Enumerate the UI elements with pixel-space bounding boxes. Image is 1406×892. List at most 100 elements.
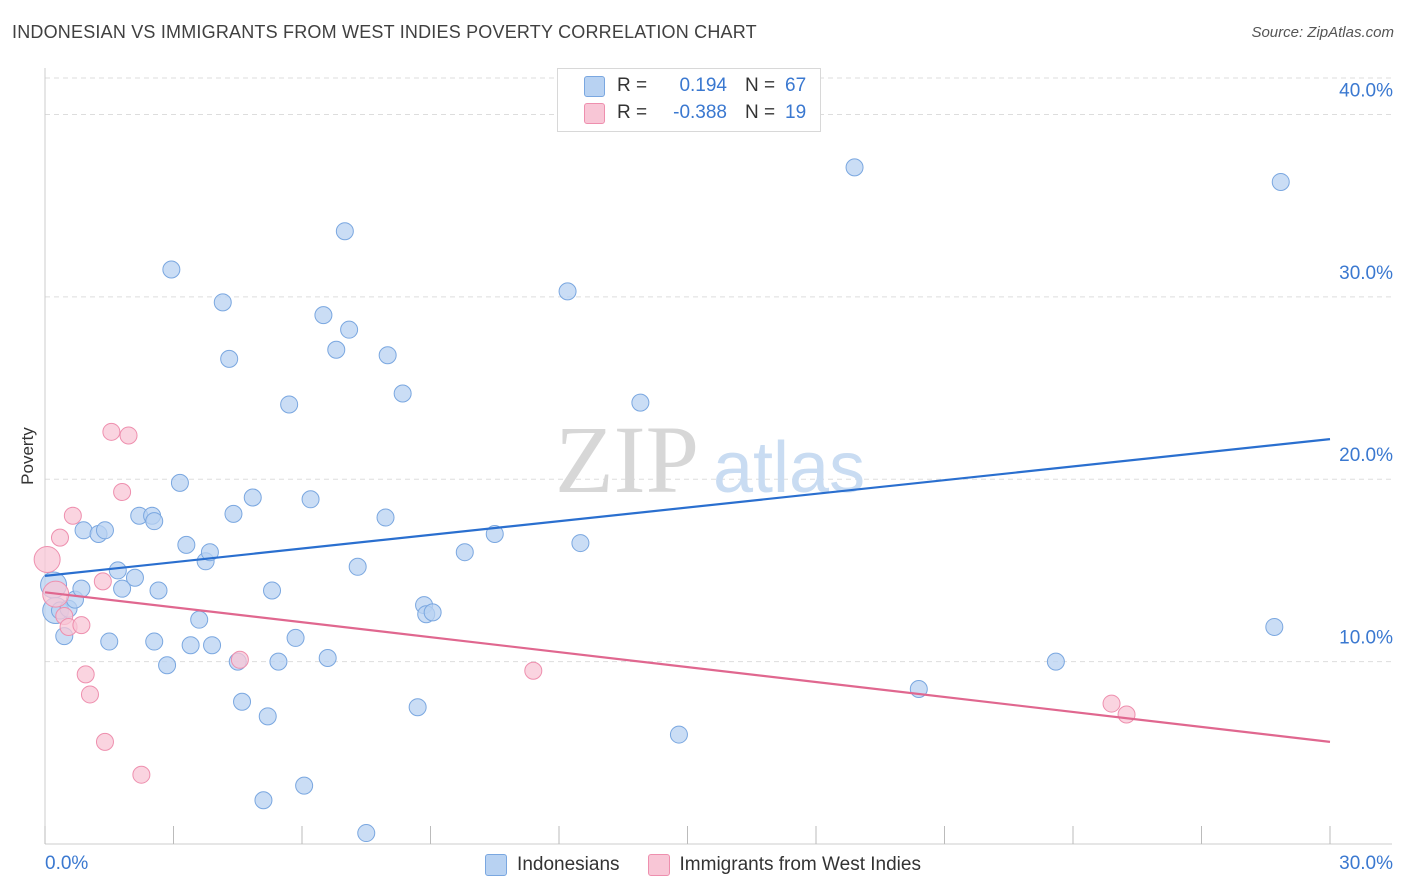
indonesian-point bbox=[263, 581, 282, 600]
indonesian-point bbox=[125, 568, 144, 587]
legend-swatch-pink bbox=[647, 854, 670, 876]
indonesian-point bbox=[393, 384, 412, 403]
indonesian-point bbox=[376, 508, 395, 527]
west-indies-point bbox=[524, 661, 543, 680]
legend-item-west-indies[interactable]: Immigrants from West Indies bbox=[647, 854, 921, 876]
indonesian-point bbox=[286, 628, 305, 647]
watermark-zip: ZIP bbox=[555, 406, 699, 513]
legend-item-indonesians[interactable]: Indonesians bbox=[485, 854, 620, 876]
indonesian-point bbox=[485, 524, 504, 543]
y-tick-label: 30.0% bbox=[1339, 263, 1393, 284]
west-indies-point bbox=[113, 483, 132, 502]
indonesian-point bbox=[254, 791, 273, 810]
legend-label-indonesians: Indonesians bbox=[517, 854, 620, 875]
indonesian-point bbox=[200, 543, 219, 562]
indonesian-point bbox=[158, 656, 177, 675]
indonesian-point bbox=[243, 488, 262, 507]
series-legend: Indonesians Immigrants from West Indies bbox=[0, 851, 1406, 879]
legend-n-label: N = bbox=[745, 102, 776, 123]
west-indies-point bbox=[132, 765, 151, 784]
legend-r-label: R = bbox=[617, 102, 648, 123]
indonesian-point bbox=[423, 603, 442, 622]
legend-r-value: 0.194 bbox=[679, 75, 727, 96]
indonesian-point bbox=[357, 824, 376, 843]
chart-title: INDONESIAN VS IMMIGRANTS FROM WEST INDIE… bbox=[12, 22, 757, 42]
west-indies-point bbox=[33, 545, 61, 573]
indonesian-point bbox=[145, 512, 164, 531]
indonesian-point bbox=[1265, 617, 1284, 636]
indonesian-point bbox=[177, 535, 196, 554]
legend-label-west-indies: Immigrants from West Indies bbox=[679, 854, 921, 875]
west-indies-point bbox=[72, 616, 91, 635]
legend-swatch-blue bbox=[485, 854, 508, 876]
legend-n-value: 67 bbox=[785, 75, 807, 96]
indonesian-point bbox=[145, 632, 164, 651]
west-indies-point bbox=[230, 650, 249, 669]
indonesian-point bbox=[558, 282, 577, 301]
legend-swatch-pink bbox=[584, 102, 605, 124]
y-tick-label: 20.0% bbox=[1339, 445, 1393, 466]
legend-n-value: 19 bbox=[785, 102, 807, 123]
axes-layer bbox=[44, 68, 1392, 845]
indonesian-point bbox=[233, 692, 252, 711]
indonesian-point bbox=[295, 776, 314, 795]
indonesian-point bbox=[181, 636, 200, 655]
legend-row-indonesians: R = 0.194 N = 67 bbox=[584, 73, 806, 99]
indonesian-point bbox=[258, 707, 277, 726]
legend-swatch-blue bbox=[584, 75, 605, 97]
trend-lines bbox=[44, 438, 1331, 743]
legend-r-value: -0.388 bbox=[673, 102, 727, 123]
west-indies-point bbox=[93, 572, 112, 591]
west-indies-point bbox=[76, 665, 95, 684]
west-indies-point bbox=[80, 685, 99, 704]
indonesian-point bbox=[1046, 652, 1065, 671]
y-tick-label: 10.0% bbox=[1339, 628, 1393, 649]
west-indies-point bbox=[50, 528, 69, 547]
indonesian-point bbox=[190, 610, 209, 629]
watermark-atlas: atlas bbox=[713, 428, 865, 508]
y-axis-label: Poverty bbox=[18, 427, 37, 485]
indonesian-point bbox=[149, 581, 168, 600]
indonesian-point bbox=[669, 725, 688, 744]
indonesian-point bbox=[335, 222, 354, 241]
indonesian-point bbox=[455, 543, 474, 562]
indonesian-point bbox=[213, 293, 232, 312]
indonesian-point bbox=[340, 320, 359, 339]
legend-n-label: N = bbox=[745, 75, 776, 96]
x-tick-label: 0.0% bbox=[45, 853, 88, 874]
indonesian-point bbox=[571, 534, 590, 553]
indonesian-point bbox=[170, 473, 189, 492]
indonesian-point bbox=[108, 561, 127, 580]
stats-legend: R = 0.194 N = 67 R = -0.388 N = 19 bbox=[557, 68, 821, 132]
indonesian-point bbox=[378, 346, 397, 365]
indonesian-point bbox=[280, 395, 299, 414]
indonesian-point bbox=[162, 260, 181, 279]
indonesian-point bbox=[327, 340, 346, 359]
west-indies-point bbox=[1102, 694, 1121, 713]
west-indies-trend-line bbox=[44, 591, 1331, 743]
indonesian-point bbox=[72, 579, 91, 598]
indonesian-point bbox=[408, 698, 427, 717]
indonesian-point bbox=[203, 636, 222, 655]
indonesian-point bbox=[224, 504, 243, 523]
indonesian-point bbox=[631, 393, 650, 412]
indonesian-point bbox=[100, 632, 119, 651]
indonesian-point bbox=[1271, 172, 1290, 191]
legend-r-label: R = bbox=[617, 75, 648, 96]
west-indies-point bbox=[1117, 705, 1136, 724]
indonesian-point bbox=[845, 158, 864, 177]
indonesian-point bbox=[318, 648, 337, 667]
indonesian-point bbox=[113, 579, 132, 598]
axis-labels: 10.0% 20.0% 30.0% 40.0% 0.0% 30.0% bbox=[45, 80, 1393, 874]
legend-row-west-indies: R = -0.388 N = 19 bbox=[584, 100, 806, 126]
source-credit: Source: ZipAtlas.com bbox=[1251, 24, 1394, 41]
indonesian-point bbox=[348, 557, 367, 576]
indonesian-point bbox=[301, 490, 320, 509]
indonesian-trend-line bbox=[44, 438, 1331, 577]
indonesian-point bbox=[74, 521, 93, 540]
x-tick-label: 30.0% bbox=[1339, 853, 1393, 874]
west-indies-point bbox=[102, 422, 121, 441]
indonesian-point bbox=[269, 652, 288, 671]
data-points bbox=[33, 158, 1290, 843]
